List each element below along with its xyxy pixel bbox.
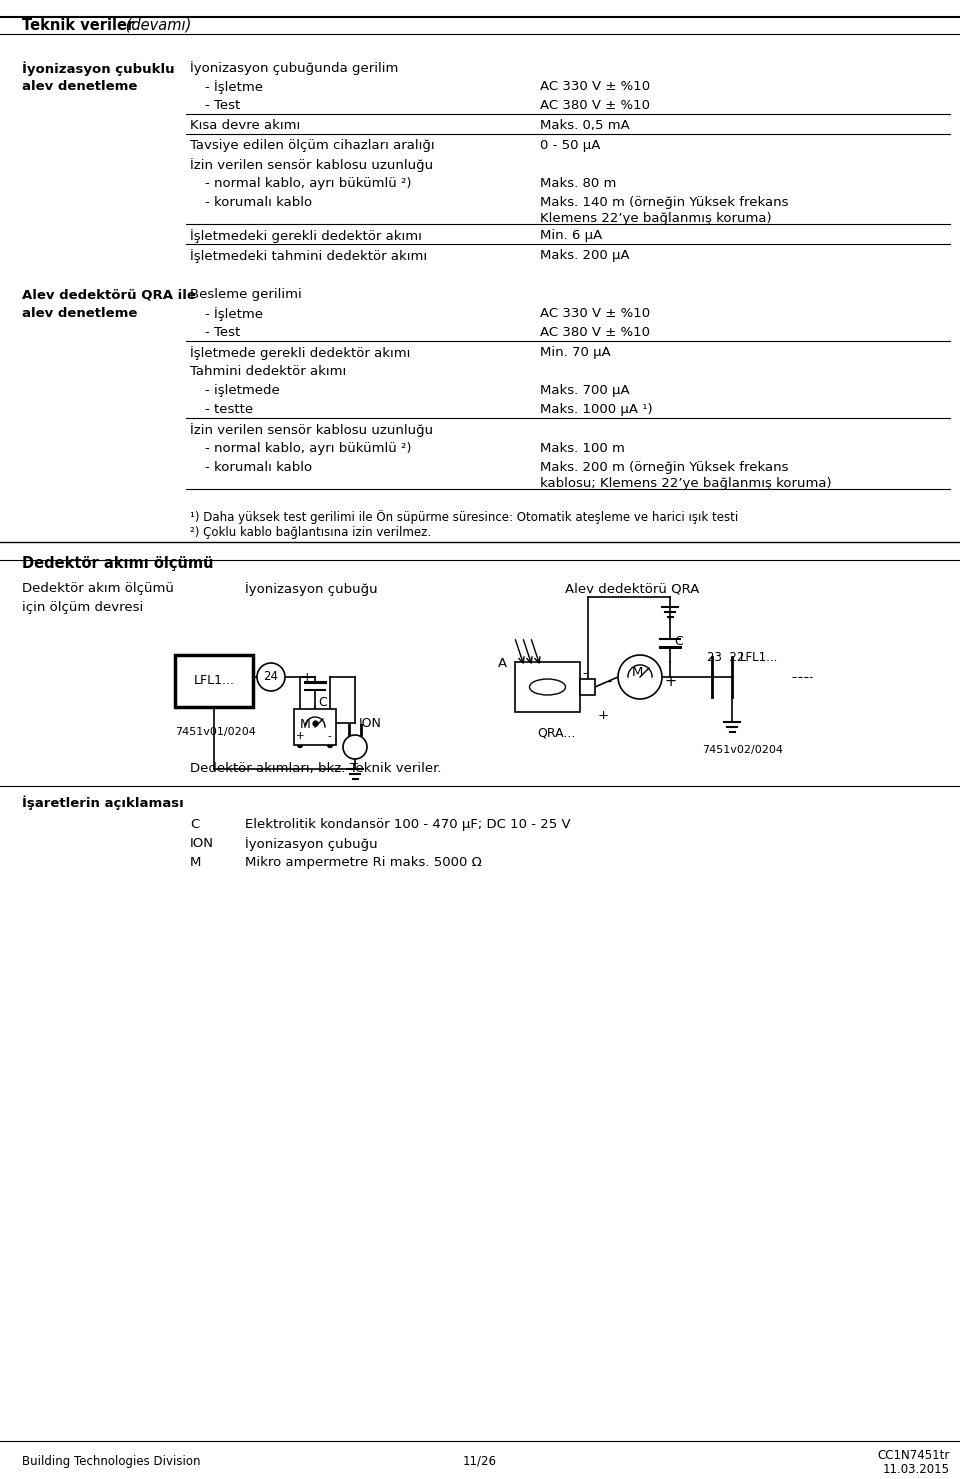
Text: C: C [318, 697, 326, 708]
Text: 0 - 50 μA: 0 - 50 μA [540, 139, 600, 152]
Text: Tavsiye edilen ölçüm cihazları aralığı: Tavsiye edilen ölçüm cihazları aralığı [190, 139, 435, 152]
Bar [175, 655, 253, 707]
Text: Dedektör akım ölçümü: Dedektör akım ölçümü [22, 583, 174, 595]
Text: +: + [296, 731, 304, 741]
Text: Klemens 22’ye bağlanmış koruma): Klemens 22’ye bağlanmış koruma) [540, 211, 772, 225]
Text: -: - [582, 667, 587, 680]
Text: CC1N7451tr: CC1N7451tr [877, 1449, 950, 1463]
Text: -: - [328, 731, 332, 741]
Text: LFL1...: LFL1... [740, 651, 779, 664]
Text: - İşletme: - İşletme [205, 308, 263, 321]
Text: 11/26: 11/26 [463, 1455, 497, 1469]
Text: ION: ION [359, 717, 382, 731]
Text: LFL1...: LFL1... [194, 674, 234, 688]
Text: İşletmedeki tahmini dedektör akımı: İşletmedeki tahmini dedektör akımı [190, 248, 427, 263]
Text: Elektrolitik kondansör 100 - 470 μF; DC 10 - 25 V: Elektrolitik kondansör 100 - 470 μF; DC … [245, 818, 570, 831]
Text: AC 330 V ± %10: AC 330 V ± %10 [540, 308, 650, 319]
Text: +: + [598, 708, 609, 722]
Text: - Test: - Test [205, 325, 240, 339]
Bar [515, 663, 580, 711]
Text: 23  22: 23 22 [707, 651, 744, 664]
Text: +: + [664, 674, 676, 689]
Text: kablosu; Klemens 22’ye bağlanmış koruma): kablosu; Klemens 22’ye bağlanmış koruma) [540, 478, 831, 490]
Text: M: M [632, 667, 642, 679]
Text: Alev dedektörü QRA: Alev dedektörü QRA [565, 583, 700, 595]
Text: Mikro ampermetre Ri maks. 5000 Ω: Mikro ampermetre Ri maks. 5000 Ω [245, 856, 482, 870]
Text: Maks. 200 μA: Maks. 200 μA [540, 248, 630, 262]
Text: QRA...: QRA... [538, 728, 576, 740]
Circle shape [327, 742, 332, 747]
Text: ION: ION [190, 837, 214, 850]
Text: M: M [190, 856, 202, 870]
Text: İşletmede gerekli dedektör akımı: İşletmede gerekli dedektör akımı [190, 346, 410, 359]
Text: Maks. 100 m: Maks. 100 m [540, 442, 625, 456]
Text: (devamı): (devamı) [121, 18, 191, 33]
Text: alev denetleme: alev denetleme [22, 308, 137, 319]
Circle shape [618, 655, 662, 700]
Text: +: + [301, 671, 312, 683]
Text: İyonizasyon çubuğunda gerilim: İyonizasyon çubuğunda gerilim [190, 61, 398, 75]
Text: - korumalı kablo: - korumalı kablo [205, 461, 312, 473]
Text: - işletmede: - işletmede [205, 385, 279, 396]
Text: - normal kablo, ayrı bükümlü ²): - normal kablo, ayrı bükümlü ²) [205, 177, 412, 189]
Ellipse shape [530, 679, 565, 695]
Circle shape [343, 735, 367, 759]
Text: Tahmini dedektör akımı: Tahmini dedektör akımı [190, 365, 347, 379]
Text: - Test: - Test [205, 99, 240, 112]
Text: AC 380 V ± %10: AC 380 V ± %10 [540, 99, 650, 112]
Text: Building Technologies Division: Building Technologies Division [22, 1455, 201, 1469]
Text: Kısa devre akımı: Kısa devre akımı [190, 118, 300, 132]
Text: Maks. 1000 μA ¹): Maks. 1000 μA ¹) [540, 402, 653, 416]
Text: -: - [607, 674, 612, 689]
Text: Min. 70 μA: Min. 70 μA [540, 346, 611, 359]
Text: 11.03.2015: 11.03.2015 [883, 1463, 950, 1476]
Text: C: C [674, 634, 683, 648]
Text: AC 330 V ± %10: AC 330 V ± %10 [540, 80, 650, 93]
Text: İyonizasyon çubuğu: İyonizasyon çubuğu [245, 583, 377, 596]
Text: - İşletme: - İşletme [205, 80, 263, 95]
Text: 7451v01/0204: 7451v01/0204 [175, 728, 256, 737]
Text: Dedektör akımı ölçümü: Dedektör akımı ölçümü [22, 556, 213, 571]
Text: İyonizasyon çubuğu: İyonizasyon çubuğu [245, 837, 377, 850]
Text: alev denetleme: alev denetleme [22, 80, 137, 93]
Text: - normal kablo, ayrı bükümlü ²): - normal kablo, ayrı bükümlü ²) [205, 442, 412, 456]
Text: - testte: - testte [205, 402, 253, 416]
Text: İyonizasyon çubuklu: İyonizasyon çubuklu [22, 61, 175, 75]
Text: Dedektör akımları, bkz. Teknik veriler.: Dedektör akımları, bkz. Teknik veriler. [190, 762, 442, 775]
Text: İşaretlerin açıklaması: İşaretlerin açıklaması [22, 796, 183, 809]
Text: Maks. 0,5 mA: Maks. 0,5 mA [540, 118, 630, 132]
Circle shape [298, 742, 302, 747]
Text: Maks. 700 μA: Maks. 700 μA [540, 385, 630, 396]
Text: AC 380 V ± %10: AC 380 V ± %10 [540, 325, 650, 339]
Circle shape [257, 663, 285, 691]
Text: 24: 24 [263, 670, 278, 682]
Text: İzin verilen sensör kablosu uzunluğu: İzin verilen sensör kablosu uzunluğu [190, 158, 433, 172]
Text: ¹) Daha yüksek test gerilimi ile Ön süpürme süresince: Otomatik ateşleme ve hari: ¹) Daha yüksek test gerilimi ile Ön süpü… [190, 510, 738, 524]
Text: Maks. 200 m (örneğin Yüksek frekans: Maks. 200 m (örneğin Yüksek frekans [540, 461, 788, 473]
Bar [580, 679, 595, 695]
Text: Alev dedektörü QRA ile: Alev dedektörü QRA ile [22, 288, 196, 302]
Text: 7451v02/0204: 7451v02/0204 [702, 745, 783, 754]
Text: için ölçüm devresi: için ölçüm devresi [22, 600, 143, 614]
Bar [294, 708, 336, 745]
Text: İşletmedeki gerekli dedektör akımı: İşletmedeki gerekli dedektör akımı [190, 229, 421, 243]
Text: M: M [300, 717, 310, 731]
Text: Min. 6 μA: Min. 6 μA [540, 229, 602, 243]
Text: Maks. 140 m (örneğin Yüksek frekans: Maks. 140 m (örneğin Yüksek frekans [540, 197, 788, 209]
Text: İzin verilen sensör kablosu uzunluğu: İzin verilen sensör kablosu uzunluğu [190, 423, 433, 436]
Text: Maks. 80 m: Maks. 80 m [540, 177, 616, 189]
Text: ²) Çoklu kablo bağlantısına izin verilmez.: ²) Çoklu kablo bağlantısına izin verilme… [190, 527, 431, 538]
Text: A: A [498, 657, 507, 670]
Text: C: C [190, 818, 200, 831]
Text: Teknik veriler: Teknik veriler [22, 18, 134, 33]
Text: - korumalı kablo: - korumalı kablo [205, 197, 312, 209]
Text: Besleme gerilimi: Besleme gerilimi [190, 288, 301, 302]
